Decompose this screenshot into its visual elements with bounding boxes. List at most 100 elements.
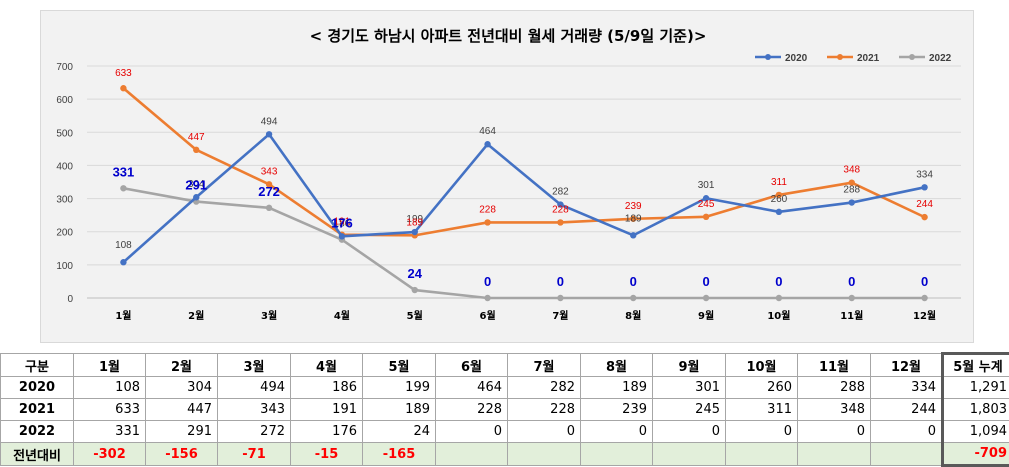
data-point (849, 295, 855, 301)
table-header-cell: 5월 (363, 354, 436, 377)
data-label: 244 (916, 199, 933, 210)
data-point (849, 199, 855, 205)
data-point (630, 232, 636, 238)
data-point (120, 185, 126, 191)
series-line (123, 188, 924, 298)
data-point (412, 229, 418, 235)
data-point (266, 131, 272, 137)
data-label: 108 (115, 240, 132, 251)
table-cell: 334 (871, 377, 943, 399)
x-tick-label: 3월 (261, 310, 277, 322)
table-cell (581, 443, 653, 466)
table-cell: 199 (363, 377, 436, 399)
data-label: 334 (916, 169, 933, 180)
table-row: 전년대비-302-156-71-15-165-709 (1, 443, 1009, 466)
table-cell: 304 (146, 377, 218, 399)
table-cell: 260 (726, 377, 798, 399)
table-cell: 331 (74, 421, 146, 443)
table-header-cell: 8월 (581, 354, 653, 377)
y-tick-label: 100 (56, 261, 73, 272)
table-cell: 0 (653, 421, 726, 443)
y-tick-label: 200 (56, 228, 73, 239)
table-cell: -71 (218, 443, 291, 466)
data-label: 0 (848, 274, 855, 289)
data-point (921, 214, 927, 220)
x-tick-label: 2월 (188, 310, 204, 322)
table-cell: 189 (581, 377, 653, 399)
table-cell: -15 (291, 443, 363, 466)
data-point (412, 287, 418, 293)
table-cell: 0 (726, 421, 798, 443)
table-cell: 176 (291, 421, 363, 443)
table-header-cell: 6월 (436, 354, 508, 377)
x-tick-label: 9월 (698, 310, 714, 322)
y-tick-label: 600 (56, 95, 73, 106)
data-label: 239 (625, 201, 642, 212)
table-cell: 228 (436, 399, 508, 421)
data-label: 311 (771, 177, 787, 188)
table-cell (508, 443, 581, 466)
table-cell: 343 (218, 399, 291, 421)
table-header-cell: 3월 (218, 354, 291, 377)
table-cell: 464 (436, 377, 508, 399)
x-tick-label: 6월 (479, 310, 495, 322)
table-header-cell: 11월 (798, 354, 871, 377)
table-cell: 272 (218, 421, 291, 443)
table-cell: 1,094 (943, 421, 1009, 443)
x-tick-label: 10월 (767, 310, 790, 322)
data-point (921, 184, 927, 190)
table-cell: 0 (436, 421, 508, 443)
row-label: 2022 (1, 421, 74, 443)
data-point (776, 295, 782, 301)
table-cell: 1,803 (943, 399, 1009, 421)
data-point (339, 233, 345, 239)
table-cell (653, 443, 726, 466)
y-tick-label: 300 (56, 195, 73, 206)
data-point (703, 214, 709, 220)
data-point (776, 209, 782, 215)
legend-marker (765, 54, 771, 60)
data-label: 228 (479, 204, 496, 215)
table-header-cell: 1월 (74, 354, 146, 377)
data-label: 0 (921, 274, 928, 289)
table-cell: 282 (508, 377, 581, 399)
data-label: 0 (775, 274, 782, 289)
table-cell: 633 (74, 399, 146, 421)
table-cell: 191 (291, 399, 363, 421)
table-cell: -302 (74, 443, 146, 466)
legend-marker (909, 54, 915, 60)
row-label: 2020 (1, 377, 74, 399)
table-cell (798, 443, 871, 466)
x-tick-label: 8월 (625, 310, 641, 322)
data-label: 447 (188, 132, 205, 143)
row-label: 2021 (1, 399, 74, 421)
data-point (557, 219, 563, 225)
x-tick-label: 1월 (115, 310, 131, 322)
data-label: 260 (771, 194, 788, 205)
data-point (266, 205, 272, 211)
table-header-cell: 4월 (291, 354, 363, 377)
y-tick-label: 0 (67, 294, 73, 305)
data-label: 494 (261, 116, 278, 127)
table-cell: 228 (508, 399, 581, 421)
table-cell: 0 (508, 421, 581, 443)
table-cell: 288 (798, 377, 871, 399)
data-point (120, 85, 126, 91)
table-cell: -165 (363, 443, 436, 466)
table-cell: 291 (146, 421, 218, 443)
table-cell: 348 (798, 399, 871, 421)
table-cell: -156 (146, 443, 218, 466)
data-label: 288 (843, 185, 860, 196)
data-label: 282 (552, 187, 569, 198)
data-label: 343 (261, 166, 278, 177)
table-cell: 447 (146, 399, 218, 421)
data-label: 348 (843, 165, 860, 176)
table-cell (726, 443, 798, 466)
table-cell: 244 (871, 399, 943, 421)
data-point (630, 295, 636, 301)
